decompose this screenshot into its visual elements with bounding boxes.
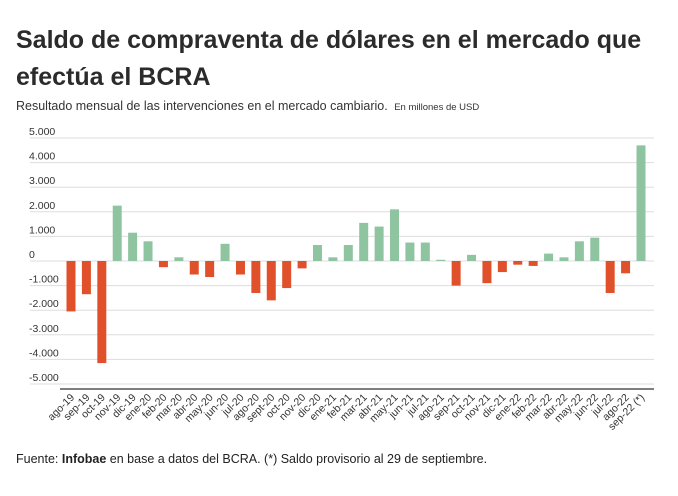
- bar-chart: 5.000 4.000 3.000 2.000 1.000 0 -1.000 -2.000 -3…: [29, 126, 654, 433]
- bar-ago-20: [251, 261, 261, 293]
- bar-jun-21: [405, 242, 415, 261]
- bar-abr-20: [189, 261, 199, 275]
- bar-jul-20: [235, 261, 245, 275]
- bar-ene-21: [328, 257, 338, 261]
- bar-jul-22: [605, 261, 615, 293]
- bar-mar-20: [174, 257, 184, 261]
- x-axis: ago-19sep-19oct-19nov-19dic-19ene-20feb-…: [46, 388, 654, 433]
- bar-abr-22: [559, 257, 569, 261]
- bar-ago-21: [436, 259, 446, 261]
- chart-subtitle: Resultado mensual de las intervenciones …: [16, 99, 479, 113]
- bar-sept-20: [266, 261, 276, 301]
- bar-mar-22: [544, 253, 554, 261]
- bar-jul-21: [420, 242, 430, 261]
- y-axis: 5.000 4.000 3.000 2.000 1.000 0 -1.000 -2.000 -3…: [29, 126, 59, 384]
- bar-ago-22: [621, 261, 631, 274]
- y-tick-label: 4.000: [29, 151, 55, 163]
- bar-nov-20: [297, 261, 307, 269]
- footer-rest: en base a datos del BCRA. (*) Saldo prov…: [106, 452, 488, 466]
- bar-dic-20: [312, 245, 322, 261]
- bar-dic-19: [128, 232, 138, 261]
- footer-prefix: Fuente:: [16, 452, 62, 466]
- bar-sep-19: [81, 261, 91, 295]
- bar-abr-21: [374, 226, 384, 261]
- bar-nov-21: [482, 261, 492, 284]
- bar-oct-21: [467, 254, 477, 261]
- bar-sep-21: [451, 261, 461, 286]
- y-tick-label: 1.000: [29, 224, 55, 236]
- bar-ene-22: [513, 261, 523, 265]
- bar-feb-22: [528, 261, 538, 266]
- bar-mar-21: [359, 222, 369, 261]
- bar-series: [66, 145, 646, 364]
- bar-oct-19: [97, 261, 107, 364]
- bar-may-22: [574, 241, 584, 261]
- subtitle-main: Resultado mensual de las intervenciones …: [16, 99, 388, 113]
- y-tick-label: -2.000: [29, 298, 59, 310]
- bar-may-20: [205, 261, 215, 277]
- subtitle-unit-note: En millones de USD: [394, 102, 480, 113]
- bar-sep-22: [636, 145, 646, 261]
- y-tick-label: 0: [29, 249, 35, 261]
- y-tick-label: -3.000: [29, 323, 59, 335]
- footer-source: Infobae: [61, 452, 107, 466]
- bar-dic-21: [497, 261, 507, 273]
- bar-may-21: [390, 209, 400, 261]
- bar-feb-20: [158, 261, 168, 268]
- y-tick-label: -1.000: [29, 274, 59, 286]
- bar-ago-19: [66, 261, 76, 312]
- bar-nov-19: [112, 205, 122, 261]
- bar-jun-22: [590, 237, 600, 261]
- chart-footer: Fuente: Infobae en base a datos del BCRA…: [16, 452, 487, 466]
- y-tick-label: -5.000: [29, 372, 59, 384]
- y-tick-label: 3.000: [29, 175, 55, 187]
- bar-oct-20: [282, 261, 292, 289]
- y-tick-label: 5.000: [29, 126, 55, 138]
- y-tick-label: -4.000: [29, 347, 59, 359]
- bar-feb-21: [343, 245, 353, 261]
- bar-jun-20: [220, 243, 230, 261]
- y-tick-label: 2.000: [29, 200, 55, 212]
- chart-title: Saldo de compraventa de dólares en el me…: [16, 26, 642, 91]
- bar-ene-20: [143, 241, 153, 261]
